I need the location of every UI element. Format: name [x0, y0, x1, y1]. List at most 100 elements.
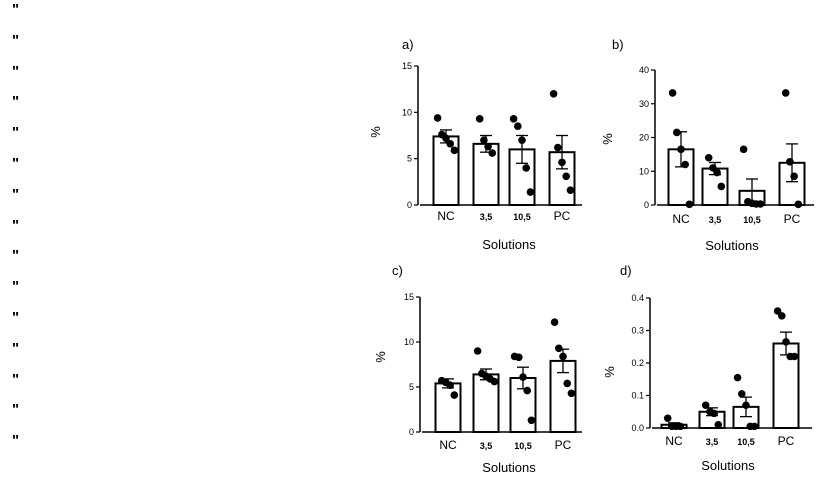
y-tick-label: 0: [407, 200, 412, 210]
category-label: NC: [439, 438, 457, 452]
quote-mark: ": [12, 1, 20, 18]
data-point: [778, 312, 786, 320]
quote-mark: ": [12, 216, 20, 234]
quote-mark: ": [12, 62, 20, 80]
quote-mark: ": [12, 309, 20, 326]
y-tick-label: 30: [639, 99, 649, 109]
data-point: [527, 416, 536, 425]
data-point: [663, 414, 672, 423]
data-point: [713, 168, 721, 177]
category-label: PC: [555, 438, 572, 452]
data-point: [484, 142, 492, 151]
y-tick-label: 0.0: [631, 423, 644, 433]
category-label: PC: [784, 212, 801, 226]
y-tick-label: 0.4: [631, 293, 644, 303]
data-point: [739, 145, 748, 154]
data-point: [781, 89, 790, 97]
data-point: [717, 182, 726, 191]
data-point: [786, 158, 794, 166]
data-point: [446, 381, 454, 390]
data-point: [523, 386, 531, 395]
data-point: [480, 136, 488, 144]
quote-mark: ": [12, 93, 20, 111]
data-point: [738, 390, 746, 398]
y-tick-label: 20: [639, 133, 649, 143]
category-label: 3,5: [706, 437, 719, 447]
y-axis-label: %: [600, 133, 615, 145]
data-point: [704, 153, 713, 162]
data-point: [473, 347, 482, 355]
y-tick-label: 15: [402, 61, 412, 71]
data-point: [475, 115, 484, 123]
data-point: [558, 158, 566, 167]
y-tick-label: 5: [407, 154, 412, 164]
category-label: PC: [554, 209, 571, 223]
y-tick-label: 10: [402, 107, 412, 117]
quote-mark: ": [12, 432, 20, 450]
category-label: 10,5: [743, 215, 761, 225]
data-point: [446, 140, 455, 148]
y-tick-label: 0.1: [631, 391, 644, 401]
category-label: 10,5: [514, 441, 532, 451]
quote-mark: ": [12, 278, 20, 296]
quote-mark: ": [12, 185, 20, 203]
data-point: [790, 172, 798, 181]
category-label: 3,5: [480, 212, 493, 222]
data-point: [550, 318, 559, 327]
data-point: [710, 409, 718, 418]
data-point: [742, 401, 750, 410]
x-axis-label: Solutions: [482, 460, 536, 475]
y-tick-label: 15: [404, 292, 414, 302]
data-point: [681, 160, 689, 169]
data-point: [566, 186, 575, 194]
data-point: [559, 352, 567, 361]
data-point: [794, 200, 803, 209]
data-point: [514, 122, 522, 131]
quote-mark: ": [12, 339, 20, 357]
y-tick-label: 40: [639, 65, 649, 75]
quote-mark: ": [12, 31, 20, 49]
category-label: 3,5: [709, 215, 722, 225]
data-point: [490, 377, 499, 386]
y-axis-label: %: [368, 126, 383, 138]
data-point: [756, 200, 765, 208]
data-point: [509, 115, 518, 123]
data-point: [714, 420, 723, 429]
data-point: [518, 136, 526, 144]
data-point: [522, 164, 530, 172]
x-axis-label: Solutions: [705, 238, 759, 253]
category-label: 10,5: [513, 212, 531, 222]
data-point: [750, 422, 759, 431]
data-point: [526, 188, 535, 196]
panel-label: d): [620, 263, 632, 278]
data-point: [562, 172, 570, 181]
data-point: [549, 90, 558, 98]
category-label: 10,5: [737, 437, 755, 447]
data-point: [676, 422, 685, 431]
x-axis-label: Solutions: [701, 458, 755, 473]
quote-mark: ": [12, 370, 20, 388]
data-point: [450, 391, 459, 399]
data-point: [567, 389, 576, 398]
data-point: [782, 338, 790, 346]
data-point: [677, 145, 685, 154]
y-tick-label: 5: [409, 382, 414, 392]
y-axis-label: %: [602, 366, 617, 378]
data-point: [519, 373, 527, 381]
data-point: [673, 128, 681, 137]
data-point: [515, 353, 523, 362]
x-axis-label: Solutions: [482, 237, 536, 252]
data-point: [554, 143, 562, 152]
panel-label: b): [612, 37, 624, 52]
category-label: 3,5: [480, 441, 493, 451]
y-tick-label: 10: [404, 337, 414, 347]
panel-label: c): [392, 263, 403, 278]
panel-label: a): [402, 37, 414, 52]
data-point: [563, 379, 571, 388]
y-tick-label: 10: [639, 166, 649, 176]
data-point: [701, 401, 710, 410]
y-tick-label: 0.3: [631, 326, 644, 336]
category-label: NC: [672, 212, 690, 226]
quote-mark-column: " " " " " " " " " " " " " " ": [12, 0, 32, 491]
